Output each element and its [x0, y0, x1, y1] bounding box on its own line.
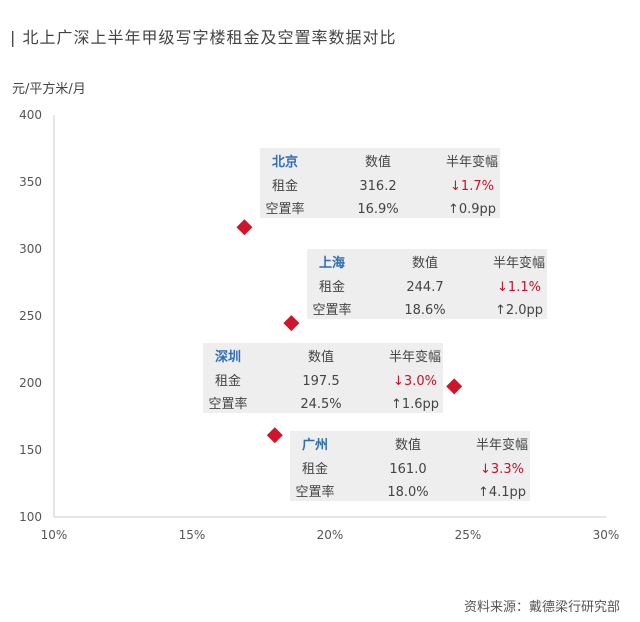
data-point-marker	[236, 219, 253, 236]
vacancy-value: 18.0%	[387, 485, 428, 500]
data-point-marker	[446, 378, 463, 395]
rent-change: ↓1.7%	[450, 179, 494, 194]
y-tick-label: 250	[19, 309, 42, 323]
vacancy-change: ↑2.0pp	[495, 303, 543, 318]
x-tick-label: 25%	[455, 528, 482, 542]
rent-value: 316.2	[359, 179, 396, 194]
city-label: 上海	[319, 255, 345, 271]
x-tick-label: 20%	[317, 528, 344, 542]
info-box-bg	[260, 148, 500, 218]
data-point-marker	[283, 315, 300, 332]
rent-change: ↓3.0%	[393, 374, 437, 389]
city-label: 北京	[272, 154, 298, 170]
rent-value: 244.7	[406, 280, 443, 295]
y-tick-label: 350	[19, 175, 42, 189]
header-change: 半年变幅	[493, 255, 545, 271]
rent-label: 租金	[302, 461, 328, 477]
vacancy-change: ↑4.1pp	[478, 485, 526, 500]
rent-change: ↓1.1%	[497, 280, 541, 295]
vacancy-value: 16.9%	[357, 202, 398, 217]
header-value: 数值	[395, 437, 421, 453]
vacancy-label: 空置率	[312, 302, 351, 318]
vacancy-label: 空置率	[295, 484, 334, 500]
vacancy-label: 空置率	[208, 396, 247, 412]
info-box-bg	[307, 249, 547, 319]
info-box-bg	[203, 343, 443, 413]
rent-label: 租金	[319, 279, 345, 295]
rent-value: 197.5	[302, 374, 339, 389]
rent-change: ↓3.3%	[480, 462, 524, 477]
rent-value: 161.0	[389, 462, 426, 477]
info-box-bg	[290, 431, 530, 501]
vacancy-label: 空置率	[265, 201, 304, 217]
header-value: 数值	[308, 349, 334, 365]
x-tick-label: 30%	[593, 528, 620, 542]
y-tick-label: 150	[19, 443, 42, 457]
y-tick-label: 300	[19, 242, 42, 256]
vacancy-value: 24.5%	[300, 397, 341, 412]
y-axis-unit-label: 元/平方米/月	[12, 82, 86, 97]
header-value: 数值	[365, 154, 391, 170]
y-tick-label: 200	[19, 376, 42, 390]
header-value: 数值	[412, 255, 438, 271]
vacancy-value: 18.6%	[404, 303, 445, 318]
data-point-marker	[266, 427, 283, 444]
y-tick-label: 400	[19, 108, 42, 122]
chart-title: | 北上广深上半年甲级写字楼租金及空置率数据对比	[10, 28, 397, 47]
city-label: 广州	[302, 437, 328, 453]
vacancy-change: ↑1.6pp	[391, 397, 439, 412]
vacancy-change: ↑0.9pp	[448, 202, 496, 217]
header-change: 半年变幅	[389, 349, 441, 365]
header-change: 半年变幅	[476, 437, 528, 453]
x-tick-label: 15%	[179, 528, 206, 542]
city-label: 深圳	[215, 349, 241, 365]
header-change: 半年变幅	[446, 154, 498, 170]
y-tick-label: 100	[19, 510, 42, 524]
x-tick-label: 10%	[41, 528, 68, 542]
source-note: 资料来源：戴德梁行研究部	[463, 600, 620, 615]
rent-label: 租金	[272, 178, 298, 194]
rent-label: 租金	[215, 373, 241, 389]
